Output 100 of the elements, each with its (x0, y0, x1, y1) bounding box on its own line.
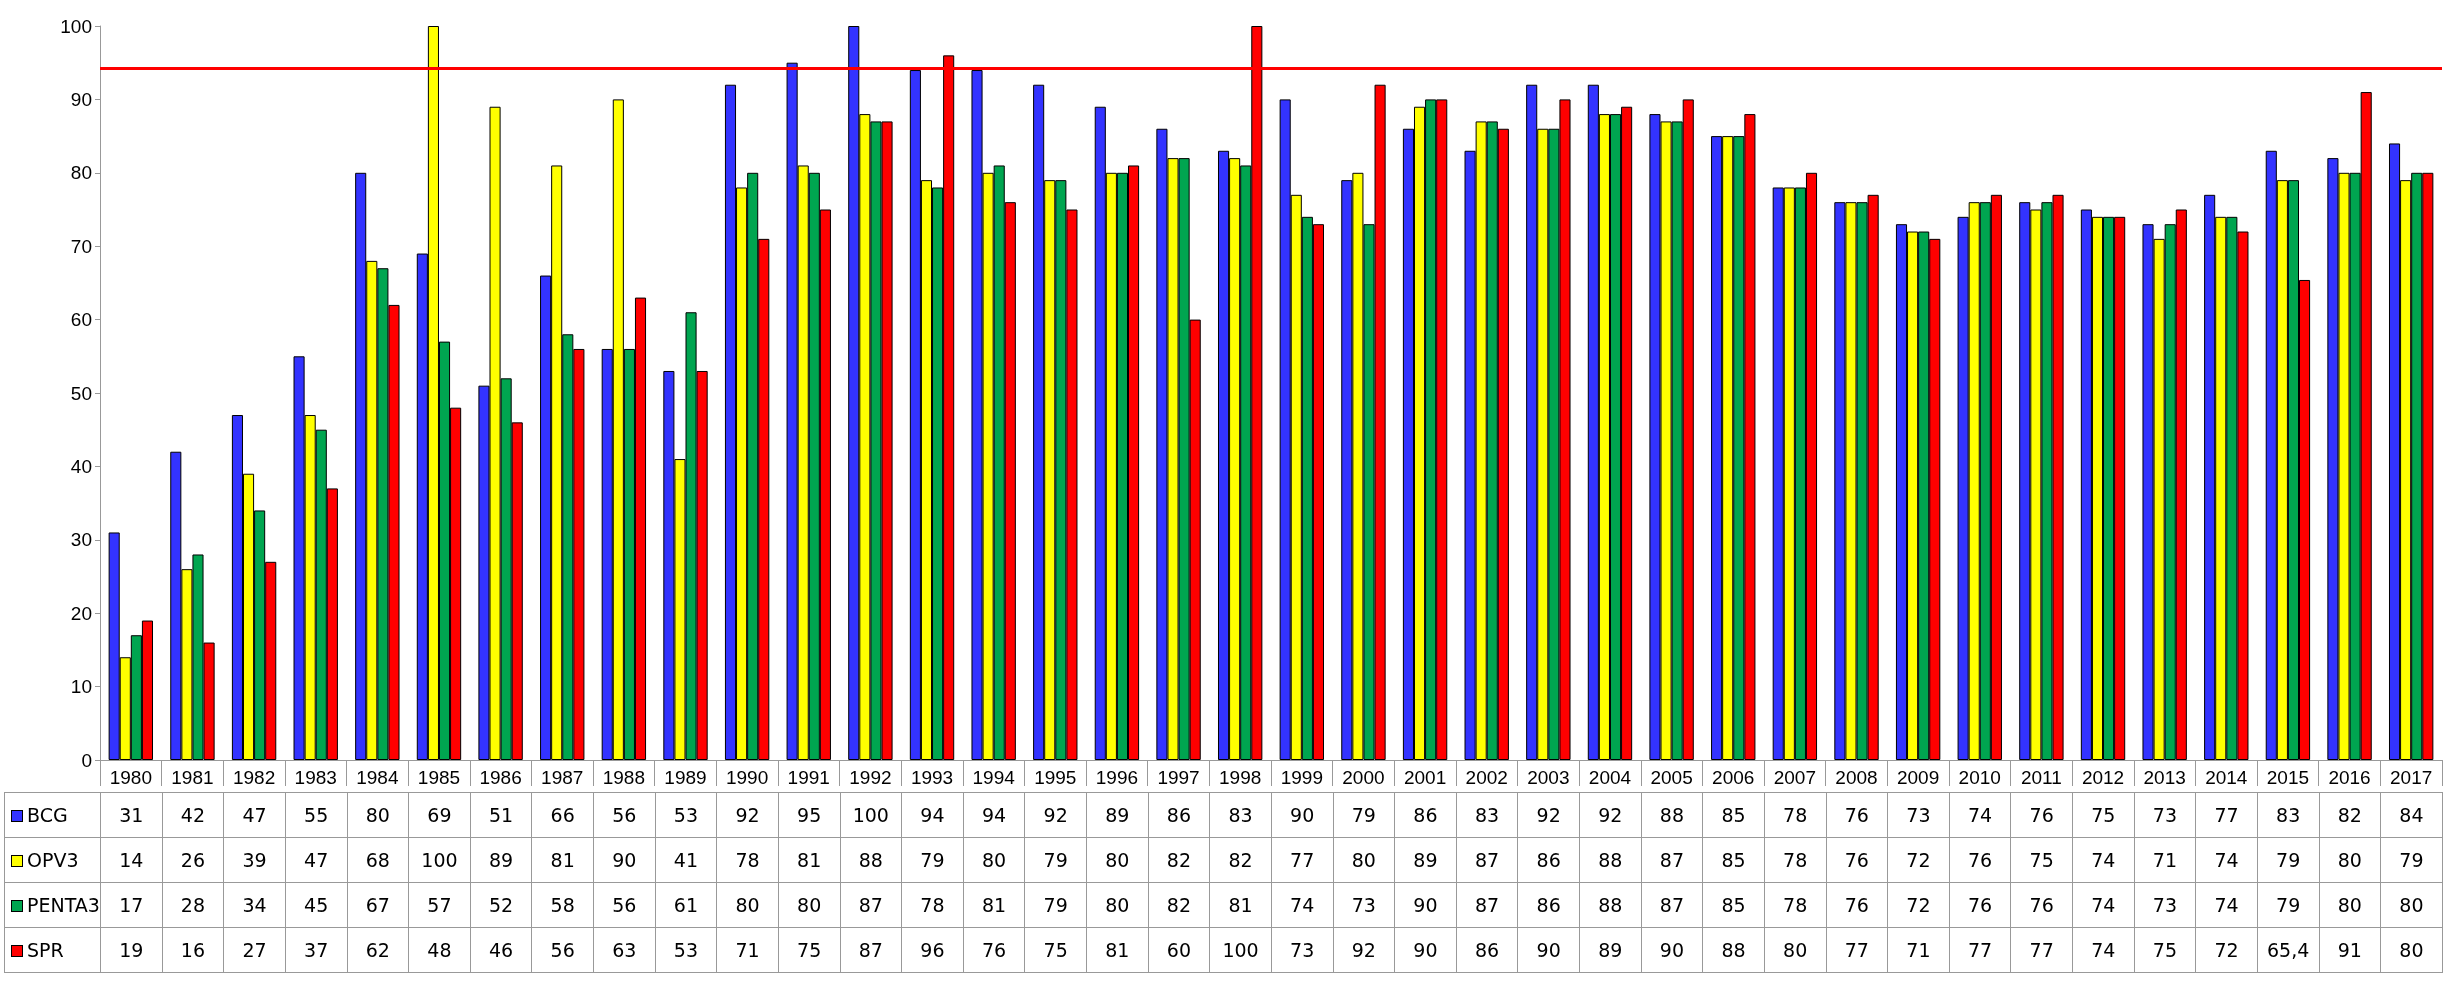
data-label: 87 (840, 882, 902, 928)
data-label: 76 (2010, 882, 2073, 928)
data-label: 80 (778, 882, 840, 928)
data-label: 75 (2010, 837, 2073, 883)
data-label: 88 (1702, 927, 1765, 973)
data-label: 47 (223, 792, 286, 838)
data-label: 92 (1333, 927, 1395, 973)
data-label: 75 (2134, 927, 2196, 973)
data-label: 60 (1148, 927, 1210, 973)
x-tick-label: 1983 (294, 767, 337, 788)
data-label: 91 (2319, 927, 2381, 973)
y-tick-label: 70 (70, 235, 92, 257)
x-tick-label: 1986 (479, 767, 522, 788)
x-tick-label: 1995 (1034, 767, 1077, 788)
x-tick-label: 2014 (2205, 767, 2248, 788)
data-label: 48 (408, 927, 471, 973)
data-label: 72 (1887, 837, 1950, 883)
data-label: 90 (593, 837, 656, 883)
data-label: 62 (347, 927, 409, 973)
x-tick-label: 1997 (1157, 767, 1200, 788)
data-label: 73 (1333, 882, 1395, 928)
data-label: 100 (408, 837, 471, 883)
data-label: 47 (285, 837, 347, 883)
data-label: 74 (2072, 927, 2135, 973)
x-tick-label: 2006 (1712, 767, 1755, 788)
x-tick-label: 1996 (1095, 767, 1139, 788)
legend-label: BCG (4, 792, 101, 838)
data-label: 73 (2134, 792, 2196, 838)
data-label: 94 (901, 792, 964, 838)
data-label: 75 (1024, 927, 1087, 973)
data-label: 83 (2257, 792, 2319, 838)
data-label: 87 (1641, 837, 1703, 883)
y-tick-label: 30 (70, 529, 92, 551)
data-label: 65,4 (2257, 927, 2319, 973)
data-label: 56 (593, 882, 656, 928)
x-tick-label: 2004 (1588, 767, 1632, 788)
data-label: 86 (1517, 882, 1580, 928)
legend-label: PENTA3 (4, 882, 101, 928)
data-label: 88 (840, 837, 902, 883)
data-label: 71 (2134, 837, 2196, 883)
data-label: 75 (778, 927, 840, 973)
data-label: 92 (1517, 792, 1580, 838)
data-label: 100 (840, 792, 902, 838)
data-label: 55 (285, 792, 347, 838)
data-label: 85 (1702, 837, 1765, 883)
data-label: 88 (1641, 792, 1703, 838)
data-label: 80 (1764, 927, 1826, 973)
data-label: 80 (1086, 882, 1149, 928)
x-tick-label: 2008 (1835, 767, 1878, 788)
data-label: 27 (223, 927, 286, 973)
legend-label: SPR (4, 927, 101, 973)
data-label: 56 (531, 927, 594, 973)
x-tick-label: 1999 (1280, 767, 1323, 788)
data-label: 80 (716, 882, 779, 928)
y-tick-label: 100 (60, 15, 92, 37)
data-label: 77 (2010, 927, 2073, 973)
data-label: 92 (716, 792, 779, 838)
data-label: 67 (347, 882, 409, 928)
x-tick-label: 1990 (725, 767, 769, 788)
data-label: 73 (2134, 882, 2196, 928)
data-label: 57 (408, 882, 471, 928)
x-tick-label: 2017 (2390, 767, 2433, 788)
y-tick-label: 20 (70, 602, 92, 624)
data-label: 46 (470, 927, 532, 973)
data-label: 80 (347, 792, 409, 838)
legend-label: OPV3 (4, 837, 101, 883)
data-label: 73 (1887, 792, 1950, 838)
data-label: 68 (347, 837, 409, 883)
data-label: 80 (2380, 882, 2443, 928)
data-label: 79 (901, 837, 964, 883)
data-label: 89 (1579, 927, 1642, 973)
data-label: 75 (2072, 792, 2135, 838)
data-label: 78 (1764, 837, 1826, 883)
data-label: 74 (1271, 882, 1333, 928)
data-label: 42 (162, 792, 224, 838)
data-label: 78 (901, 882, 964, 928)
data-label: 28 (162, 882, 224, 928)
data-label: 79 (1024, 837, 1087, 883)
data-label: 37 (285, 927, 347, 973)
x-tick-label: 2007 (1773, 767, 1817, 788)
data-label: 76 (1826, 792, 1888, 838)
data-label: 86 (1148, 792, 1210, 838)
data-label: 81 (963, 882, 1025, 928)
data-label: 79 (2257, 837, 2319, 883)
data-label: 95 (778, 792, 840, 838)
data-label: 85 (1702, 792, 1765, 838)
x-tick-label: 1993 (910, 767, 954, 788)
data-label: 100 (1209, 927, 1272, 973)
data-label: 31 (100, 792, 163, 838)
data-label: 92 (1579, 792, 1642, 838)
data-label: 73 (1271, 927, 1333, 973)
x-tick-label: 2010 (1958, 767, 2001, 788)
x-tick-label: 1991 (787, 767, 830, 788)
data-label: 34 (223, 882, 286, 928)
data-label: 74 (1949, 792, 2011, 838)
data-label: 72 (1887, 882, 1950, 928)
data-label: 88 (1579, 837, 1642, 883)
data-label: 76 (1949, 837, 2011, 883)
data-label: 82 (1209, 837, 1272, 883)
data-label: 71 (1887, 927, 1950, 973)
